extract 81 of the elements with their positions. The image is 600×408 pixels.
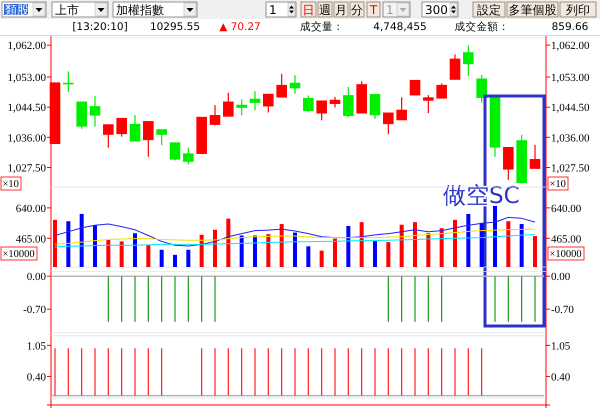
- text: 10295.55: [150, 21, 200, 33]
- y-tick-label: 640.00: [16, 202, 46, 215]
- y2-tick-label: 0.40: [551, 371, 571, 384]
- control-dis: 1: [382, 2, 410, 18]
- y2-tick-label: 640.00: [551, 202, 582, 215]
- candlestick: [263, 93, 274, 114]
- text: ×10: [550, 179, 566, 190]
- candlestick: [303, 94, 314, 112]
- text: 4,748,455: [373, 21, 427, 33]
- candlestick: [116, 118, 127, 138]
- candlestick: [476, 74, 487, 104]
- text: 成交金額 :: [454, 20, 506, 33]
- candlestick: [410, 80, 420, 96]
- candlestick: [236, 98, 247, 116]
- y2-tick-label: 1,044.50: [551, 102, 590, 114]
- line-series: [54, 234, 536, 248]
- y2-tick-label: 1,036.00: [551, 132, 590, 144]
- y-tick-label: 1,027.50: [8, 162, 46, 174]
- candlestick: [276, 73, 287, 98]
- candlestick: [423, 94, 434, 114]
- candlestick: [530, 144, 540, 170]
- candlestick: [463, 44, 474, 77]
- control-btn: T: [366, 2, 380, 18]
- text: ▲ 70.27: [219, 21, 261, 33]
- candlestick: [316, 100, 327, 121]
- y2-tick-label: 1.05: [551, 340, 571, 352]
- y2-tick-label: 465.00: [551, 233, 582, 246]
- candlestick: [343, 86, 354, 118]
- y2-tick-label: 1,053.00: [551, 72, 590, 84]
- y2-tick-label: -0.70: [551, 304, 574, 316]
- text: ×10: [2, 179, 19, 190]
- control-btn: 設定: [472, 2, 506, 18]
- candlestick: [370, 94, 380, 120]
- text: ×10000: [2, 249, 35, 260]
- candlestick: [223, 92, 234, 117]
- control-btn: 週: [318, 2, 332, 18]
- y-tick-label: 1,044.50: [8, 102, 46, 114]
- candlestick: [450, 54, 460, 80]
- candlestick: [90, 96, 100, 128]
- text: 成交量 :: [300, 20, 340, 33]
- candlestick: [183, 147, 194, 165]
- control-btn: 月: [334, 2, 348, 18]
- y2-tick-label: 1,027.50: [551, 162, 590, 174]
- y-tick-label: 465.00: [16, 233, 46, 246]
- y-tick-label: 0.00: [26, 271, 46, 284]
- candlestick: [290, 74, 300, 94]
- y-tick-label: 1,053.00: [8, 72, 46, 84]
- control-dd: 類股: [2, 2, 46, 18]
- y-tick-label: 1,062.00: [8, 40, 46, 52]
- control-btn: 日: [300, 2, 316, 18]
- control-dd: 加權指數: [112, 2, 198, 18]
- text: ×10000: [550, 249, 582, 260]
- candlestick: [156, 128, 167, 146]
- control-btn: 分: [350, 2, 364, 18]
- y2-tick-label: 1,062.00: [551, 40, 590, 52]
- candlestick: [63, 70, 74, 93]
- y2-tick-label: 0.00: [551, 271, 571, 284]
- y-tick-label: 1,036.00: [8, 132, 46, 144]
- candlestick: [130, 114, 140, 142]
- y-tick-label: -0.70: [23, 304, 46, 316]
- candlestick: [170, 142, 180, 161]
- candlestick: [103, 124, 114, 148]
- control-btn: 列印: [560, 2, 596, 18]
- candlestick: [210, 104, 220, 126]
- control-btn: 多筆個股: [506, 2, 558, 18]
- candlestick: [396, 96, 407, 121]
- y-tick-label: 1.05: [26, 340, 46, 352]
- control-sp: 300: [422, 2, 458, 18]
- y-tick-label: 0.40: [26, 371, 46, 384]
- candlestick: [330, 96, 340, 108]
- line-series: [54, 216, 536, 246]
- candlestick: [383, 112, 394, 135]
- candlestick: [143, 120, 154, 158]
- text: 859.66: [552, 21, 589, 33]
- candlestick: [503, 146, 514, 181]
- line-series: [54, 228, 536, 245]
- control-sp: 1: [266, 2, 296, 18]
- control-dd: 上市: [52, 2, 108, 18]
- candlestick: [436, 82, 447, 99]
- text: [13:20:10]: [72, 21, 128, 33]
- candlestick: [250, 90, 260, 111]
